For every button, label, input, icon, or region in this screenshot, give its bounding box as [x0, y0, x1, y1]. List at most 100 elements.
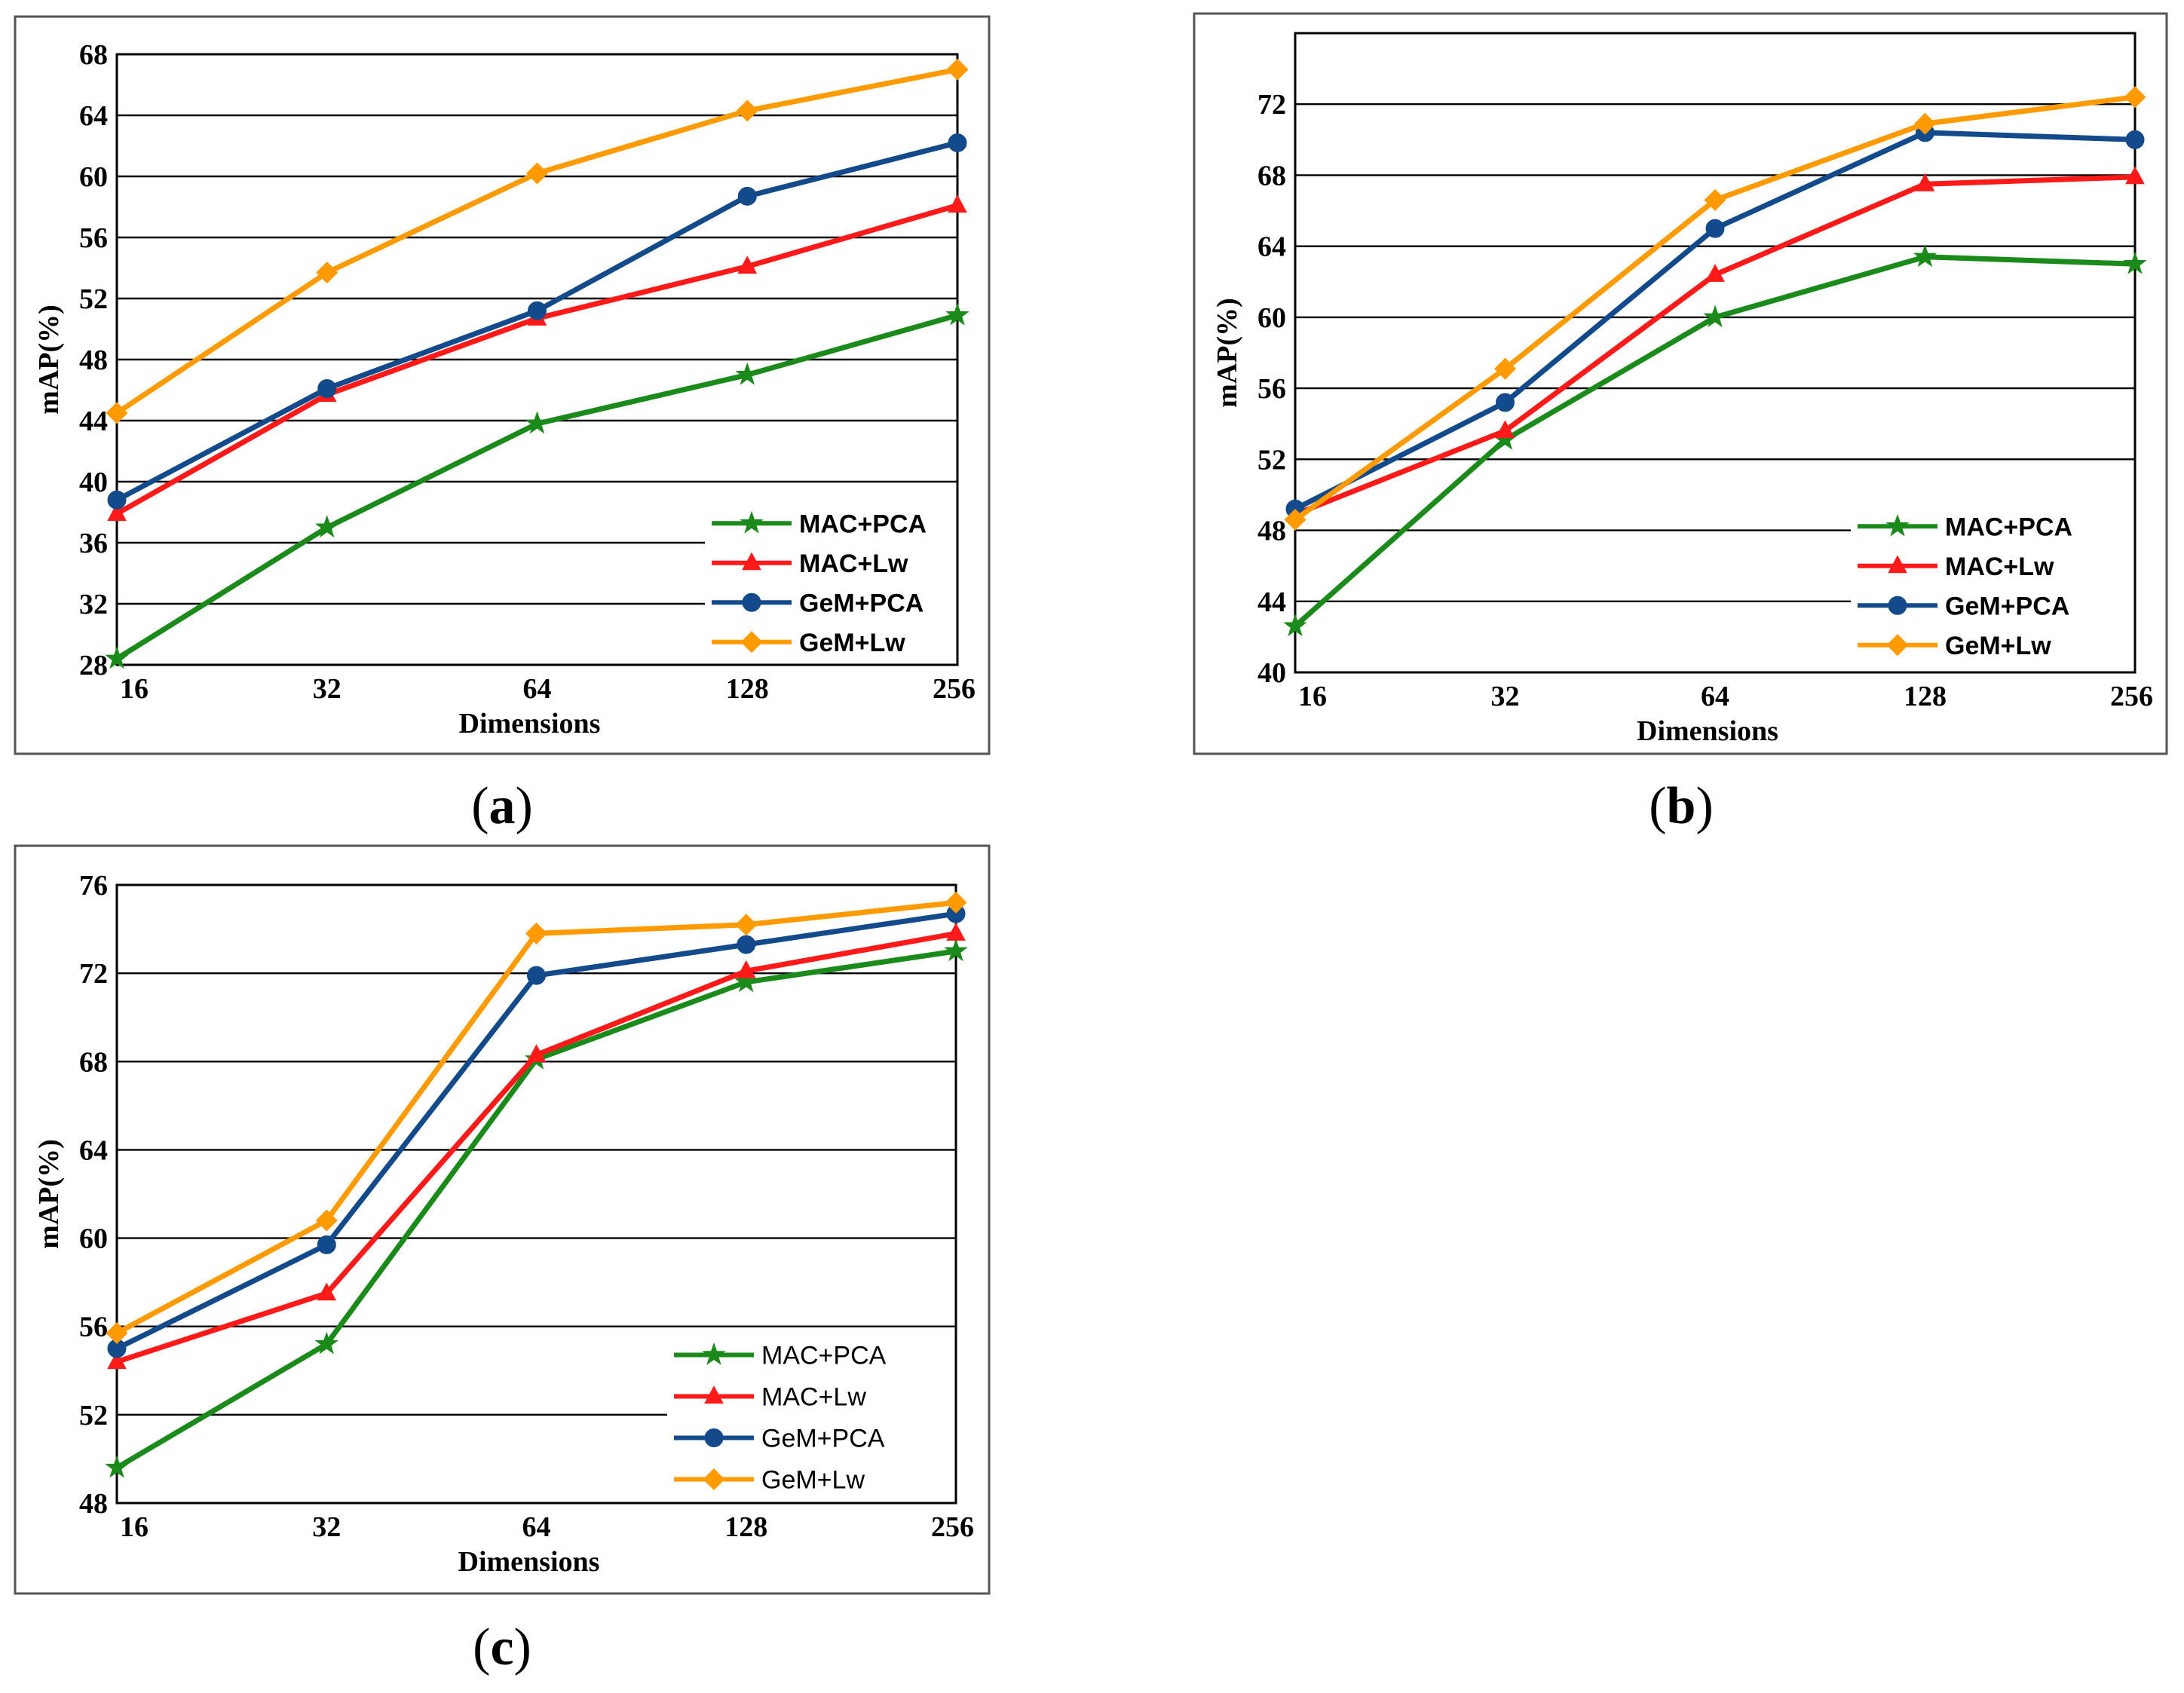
- y-tick-label: 44: [1257, 586, 1286, 618]
- data-point: [525, 162, 549, 185]
- series-gem-lw: [106, 58, 969, 424]
- y-tick-label: 68: [79, 1046, 108, 1078]
- legend-entry: MAC+PCA: [1858, 513, 2072, 541]
- caption-letter: c: [490, 1618, 513, 1676]
- data-point: [105, 646, 129, 669]
- data-point: [1705, 264, 1725, 282]
- x-tick-label: 128: [724, 1511, 767, 1543]
- series-gem-pca: [107, 133, 967, 510]
- legend-entry: GeM+PCA: [712, 589, 924, 617]
- caption-paren-close: ): [516, 777, 533, 835]
- y-tick-label: 48: [79, 344, 108, 376]
- panel-caption: (b): [1649, 777, 1714, 835]
- data-point: [317, 378, 337, 398]
- y-tick-label: 72: [79, 958, 108, 990]
- data-point: [736, 960, 756, 978]
- data-point: [945, 302, 969, 326]
- data-point: [2123, 251, 2147, 274]
- data-point: [2125, 166, 2145, 185]
- x-tick-label: 256: [2110, 681, 2153, 712]
- y-tick-label: 56: [79, 1312, 108, 1343]
- data-point: [948, 133, 967, 152]
- caption-paren-open: (: [473, 1618, 490, 1676]
- x-tick-label: 32: [312, 1511, 341, 1543]
- data-point: [107, 1351, 127, 1370]
- y-tick-label: 56: [79, 222, 108, 254]
- legend-entry: MAC+PCA: [712, 510, 927, 538]
- legend-label: GeM+Lw: [1945, 632, 2051, 660]
- caption-paren-close: ): [1695, 777, 1713, 835]
- data-point: [737, 186, 757, 206]
- caption-letter: b: [1667, 777, 1696, 835]
- y-tick-label: 44: [79, 406, 108, 437]
- data-point: [737, 935, 756, 954]
- series-gem-lw: [1284, 86, 2146, 531]
- x-tick-label: 16: [1298, 681, 1327, 712]
- series-gem-lw: [106, 891, 967, 1345]
- legend-label: MAC+Lw: [1945, 553, 2054, 581]
- legend-marker: [704, 1385, 724, 1404]
- y-tick-label: 64: [79, 100, 108, 132]
- legend-marker: [740, 631, 763, 654]
- plot-area: [115, 53, 959, 666]
- y-tick-label: 76: [79, 870, 108, 902]
- legend-marker: [702, 1342, 726, 1365]
- x-tick-label: 16: [120, 673, 149, 705]
- legend-entry: MAC+Lw: [1858, 553, 2054, 581]
- y-axis-title: mAP(%): [33, 1139, 65, 1249]
- caption-paren-close: ): [514, 1618, 531, 1676]
- data-point: [105, 1455, 129, 1478]
- legend-label: MAC+PCA: [761, 1342, 887, 1370]
- legend-label: GeM+PCA: [761, 1425, 885, 1453]
- data-point: [106, 402, 128, 424]
- y-tick-label: 60: [79, 1223, 108, 1255]
- legend: MAC+PCA MAC+Lw GeM+PCA GeM+Lw: [1855, 507, 2126, 665]
- plot-area: [115, 883, 957, 1505]
- data-point: [1705, 219, 1725, 238]
- y-tick-label: 28: [79, 650, 108, 681]
- y-axis-title: mAP(%): [1211, 298, 1243, 408]
- legend-entry: MAC+PCA: [674, 1342, 887, 1370]
- panel-caption: (a): [471, 777, 533, 835]
- data-point: [525, 411, 550, 434]
- data-point: [315, 1209, 338, 1232]
- y-tick-label: 32: [79, 589, 108, 620]
- data-point: [735, 362, 759, 385]
- chart-a: 28 32 36 40 44 48 52 56 60 64 68 16 32 64 128 256 Dimens…: [14, 15, 991, 835]
- legend-label: GeM+PCA: [799, 589, 924, 617]
- data-point: [944, 938, 968, 962]
- panel-caption: (c): [473, 1618, 531, 1676]
- y-tick-label: 64: [1257, 231, 1286, 263]
- data-point: [1704, 188, 1726, 211]
- legend-entry: MAC+Lw: [712, 550, 908, 578]
- data-point: [528, 301, 547, 320]
- legend: MAC+PCA MAC+Lw GeM+PCA GeM+Lw: [671, 1334, 950, 1500]
- data-point: [1703, 305, 1727, 328]
- x-tick-label: 64: [523, 673, 552, 705]
- data-point: [1913, 112, 1937, 135]
- y-tick-label: 40: [1257, 657, 1286, 689]
- x-tick-label: 256: [933, 673, 976, 705]
- x-tick-label: 128: [726, 673, 769, 705]
- data-point: [736, 99, 758, 122]
- legend-entry: MAC+Lw: [674, 1383, 866, 1412]
- caption-letter: a: [489, 777, 516, 835]
- x-axis-title: Dimensions: [458, 1546, 600, 1578]
- legend-marker: [742, 592, 761, 612]
- data-point: [106, 1321, 128, 1345]
- y-axis-title: mAP(%): [33, 305, 65, 415]
- x-axis-title: Dimensions: [459, 708, 601, 739]
- data-point: [1496, 393, 1515, 412]
- y-tick-label: 60: [1257, 302, 1286, 334]
- legend-entry: GeM+PCA: [674, 1425, 885, 1453]
- y-tick-label: 36: [79, 528, 108, 559]
- data-point: [946, 923, 966, 941]
- y-tick-label: 68: [1257, 160, 1286, 191]
- chart-b: 40 44 48 52 56 60 64 68 72 16 32 64 128 256 Dimensions…: [1193, 12, 2168, 835]
- legend-entry: GeM+PCA: [1858, 592, 2069, 620]
- data-point: [314, 1331, 338, 1355]
- data-point: [315, 515, 339, 538]
- legend-marker: [1886, 634, 1909, 657]
- y-tick-label: 72: [1257, 89, 1286, 121]
- y-tick-label: 60: [79, 161, 108, 193]
